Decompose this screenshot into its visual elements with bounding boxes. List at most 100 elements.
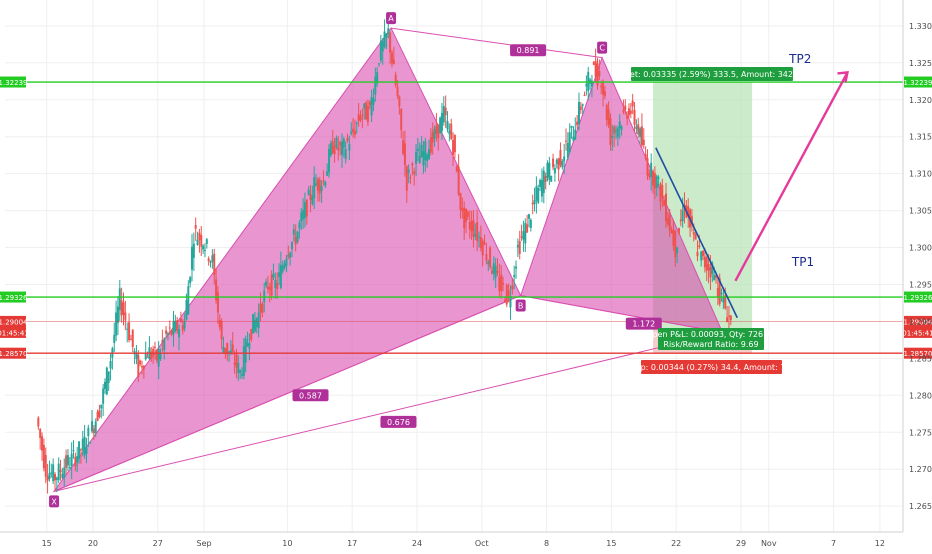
candle-body <box>452 139 455 155</box>
candle-body <box>616 128 619 138</box>
candle-body <box>570 125 573 128</box>
candle-body <box>679 219 682 222</box>
candle-body <box>422 151 425 166</box>
candle-body <box>631 100 634 107</box>
candle-body <box>476 222 479 241</box>
level-left-label-current: 1.29004 <box>0 318 28 326</box>
candle-body <box>498 276 501 291</box>
candle-body <box>389 32 392 53</box>
pattern-point-b-text: B <box>518 302 524 311</box>
candle-body <box>692 232 695 235</box>
candle-body <box>242 346 245 377</box>
stop-box-bg <box>641 360 782 374</box>
candle-body <box>211 255 214 263</box>
candle-body <box>237 362 240 374</box>
candle-body <box>431 131 434 143</box>
candle-body <box>379 40 382 61</box>
candle-body <box>483 242 486 245</box>
candle-body <box>444 107 447 116</box>
candle-body <box>605 104 608 120</box>
candle-body <box>165 330 168 334</box>
candle-body <box>198 232 201 241</box>
x-tick-label: 20 <box>88 539 98 548</box>
pattern-point-x-bg <box>49 495 60 508</box>
candle-body <box>326 171 329 176</box>
candle-body <box>144 353 147 360</box>
candle-body <box>370 97 373 116</box>
candle-body <box>279 264 282 288</box>
candle-body <box>676 247 679 253</box>
candle-body <box>263 290 266 303</box>
x-tick-label: 29 <box>736 539 746 548</box>
candle-body <box>722 297 725 303</box>
candle-body <box>653 173 656 189</box>
candle-body <box>585 83 588 87</box>
x-tick-label: Oct <box>475 539 489 548</box>
candle-body <box>309 193 312 200</box>
tp2-label: TP2 <box>788 52 811 66</box>
candle-body <box>400 108 403 131</box>
candle-body <box>714 275 717 278</box>
candle-body <box>677 228 680 234</box>
pattern-point-c-text: C <box>599 44 605 53</box>
level-left-badge-tp1 <box>0 291 26 303</box>
candle-body <box>159 352 162 359</box>
candle-body <box>252 314 255 334</box>
candle-body <box>65 455 68 468</box>
candle-body <box>57 463 60 481</box>
candle-body <box>294 236 297 245</box>
candle-body <box>348 144 351 151</box>
pattern-point-a-bg <box>386 12 397 25</box>
candle-body <box>94 421 97 434</box>
candle-body <box>468 222 471 230</box>
candle-body <box>470 221 473 232</box>
candle-body <box>244 338 247 363</box>
candle-body <box>118 288 121 311</box>
candle-body <box>79 449 82 451</box>
candle-body <box>161 340 164 343</box>
candle-body <box>303 202 306 219</box>
candle-body <box>102 388 105 404</box>
candle-body <box>428 149 431 160</box>
level-axis-label-current: 1.29004 <box>904 318 932 326</box>
pattern-point-a-text: A <box>388 14 394 23</box>
candle-body <box>350 131 353 134</box>
candle-body <box>72 450 75 452</box>
candle-body <box>609 118 612 145</box>
candle-body <box>261 303 264 313</box>
candle-body <box>459 192 462 210</box>
candle-body <box>540 180 543 197</box>
candle-body <box>91 421 94 432</box>
candle-body <box>640 126 643 146</box>
candle-body <box>37 417 40 427</box>
x-tick-label: 24 <box>412 539 422 548</box>
x-tick-label: 15 <box>42 539 52 548</box>
candle-body <box>726 317 729 322</box>
candle-body <box>413 171 416 174</box>
candle-body <box>292 229 295 235</box>
candle-body <box>433 129 436 139</box>
level-axis-badge-tp1 <box>904 291 932 303</box>
candle-body <box>500 274 503 292</box>
candle-body <box>437 124 440 139</box>
candle-body <box>487 261 490 265</box>
x-tick-label: 8 <box>544 539 549 548</box>
candle-body <box>302 210 305 220</box>
candle-body <box>152 348 155 356</box>
candle-body <box>135 353 138 359</box>
candle-body <box>516 244 519 248</box>
candle-body <box>592 62 595 65</box>
y-tick-label: 1.27500 <box>909 428 932 437</box>
candle-body <box>192 243 195 258</box>
y-tick-label: 1.30500 <box>909 207 932 216</box>
candle-body <box>455 166 458 172</box>
candle-body <box>172 320 175 335</box>
candle-body <box>105 367 108 395</box>
candle-body <box>339 141 342 146</box>
candle-body <box>402 140 405 154</box>
ratio-0-891-bg <box>510 44 547 57</box>
candle-body <box>559 149 562 166</box>
candle-body <box>120 300 123 316</box>
